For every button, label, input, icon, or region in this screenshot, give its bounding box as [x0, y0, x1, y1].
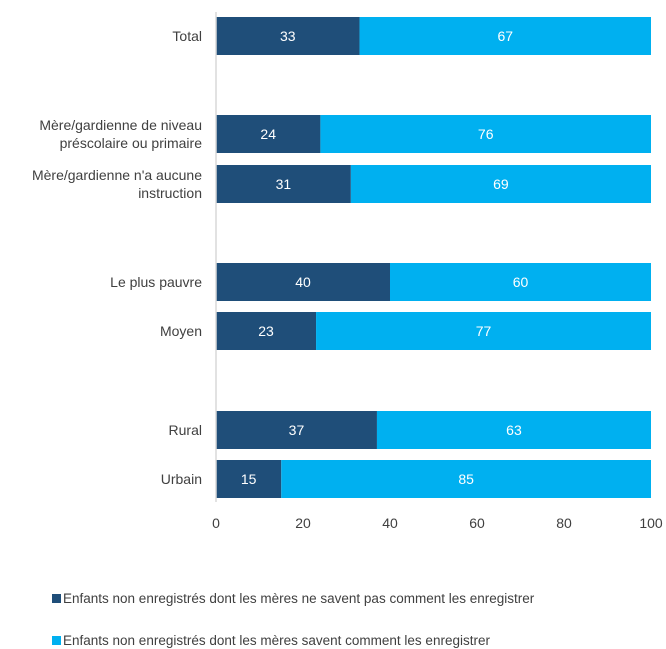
bar-segment-2-1 [350, 165, 651, 203]
bar-segment-6-0 [216, 460, 282, 498]
data-label-3-1: 60 [513, 274, 529, 290]
data-label-2-1: 69 [493, 176, 509, 192]
data-label-0-0: 33 [280, 28, 296, 44]
category-label-6-0: Urbain [161, 471, 202, 487]
data-label-4-0: 23 [258, 323, 274, 339]
data-label-1-0: 24 [260, 126, 276, 142]
bar-segment-1-1 [320, 115, 651, 153]
bar-segment-6-1 [281, 460, 651, 498]
data-label-0-1: 67 [497, 28, 513, 44]
category-label-1-1: préscolaire ou primaire [60, 135, 203, 151]
category-labels: Total Mère/gardienne de niveau préscolaire… [32, 28, 202, 487]
bar-segment-5-0 [216, 411, 377, 449]
category-label-3-0: Le plus pauvre [110, 274, 202, 290]
bar-segment-2-0 [216, 165, 351, 203]
category-label-4-0: Moyen [160, 323, 202, 339]
bar-segment-0-1 [359, 17, 651, 55]
x-tick-label-2: 40 [382, 515, 398, 531]
bar-segment-1-0 [216, 115, 321, 153]
bar-segment-4-0 [216, 312, 317, 350]
bar-segment-5-1 [376, 411, 651, 449]
legend-item-0: Enfants non enregistrés dont les mères n… [52, 591, 534, 606]
category-label-2-0: Mère/gardienne n'a aucune [32, 167, 202, 183]
category-label-1-0: Mère/gardienne de niveau [39, 117, 202, 133]
data-label-5-0: 37 [289, 422, 305, 438]
bar-segment-0-0 [216, 17, 360, 55]
legend-label-0: Enfants non enregistrés dont les mères n… [63, 591, 535, 606]
x-tick-label-4: 80 [556, 515, 572, 531]
legend-swatch-0 [52, 594, 61, 603]
data-label-1-1: 76 [478, 126, 494, 142]
x-tick-label-1: 20 [295, 515, 311, 531]
bar-segment-3-0 [216, 263, 390, 301]
category-label-0-0: Total [172, 28, 202, 44]
data-label-2-0: 31 [276, 176, 292, 192]
x-tick-label-0: 0 [212, 515, 220, 531]
bar-segment-4-1 [316, 312, 651, 350]
legend-label-1: Enfants non enregistrés dont les mères s… [63, 633, 490, 648]
x-axis-ticks: 0 20 40 60 80 100 [212, 515, 663, 531]
bars-group: 33 67 24 76 31 69 40 60 23 77 37 63 15 85 [216, 17, 651, 498]
data-label-5-1: 63 [506, 422, 522, 438]
data-label-3-0: 40 [295, 274, 311, 290]
x-tick-label-3: 60 [469, 515, 485, 531]
data-label-4-1: 77 [476, 323, 492, 339]
stacked-bar-chart: 33 67 24 76 31 69 40 60 23 77 37 63 15 85 Total Mère/g… [32, 12, 663, 531]
x-tick-label-5: 100 [639, 515, 663, 531]
category-label-5-0: Rural [169, 422, 202, 438]
legend-item-1: Enfants non enregistrés dont les mères s… [52, 633, 490, 648]
data-label-6-0: 15 [241, 471, 257, 487]
legend-swatch-1 [52, 636, 61, 645]
bar-segment-3-1 [390, 263, 651, 301]
category-label-2-1: instruction [138, 185, 202, 201]
data-label-6-1: 85 [458, 471, 474, 487]
